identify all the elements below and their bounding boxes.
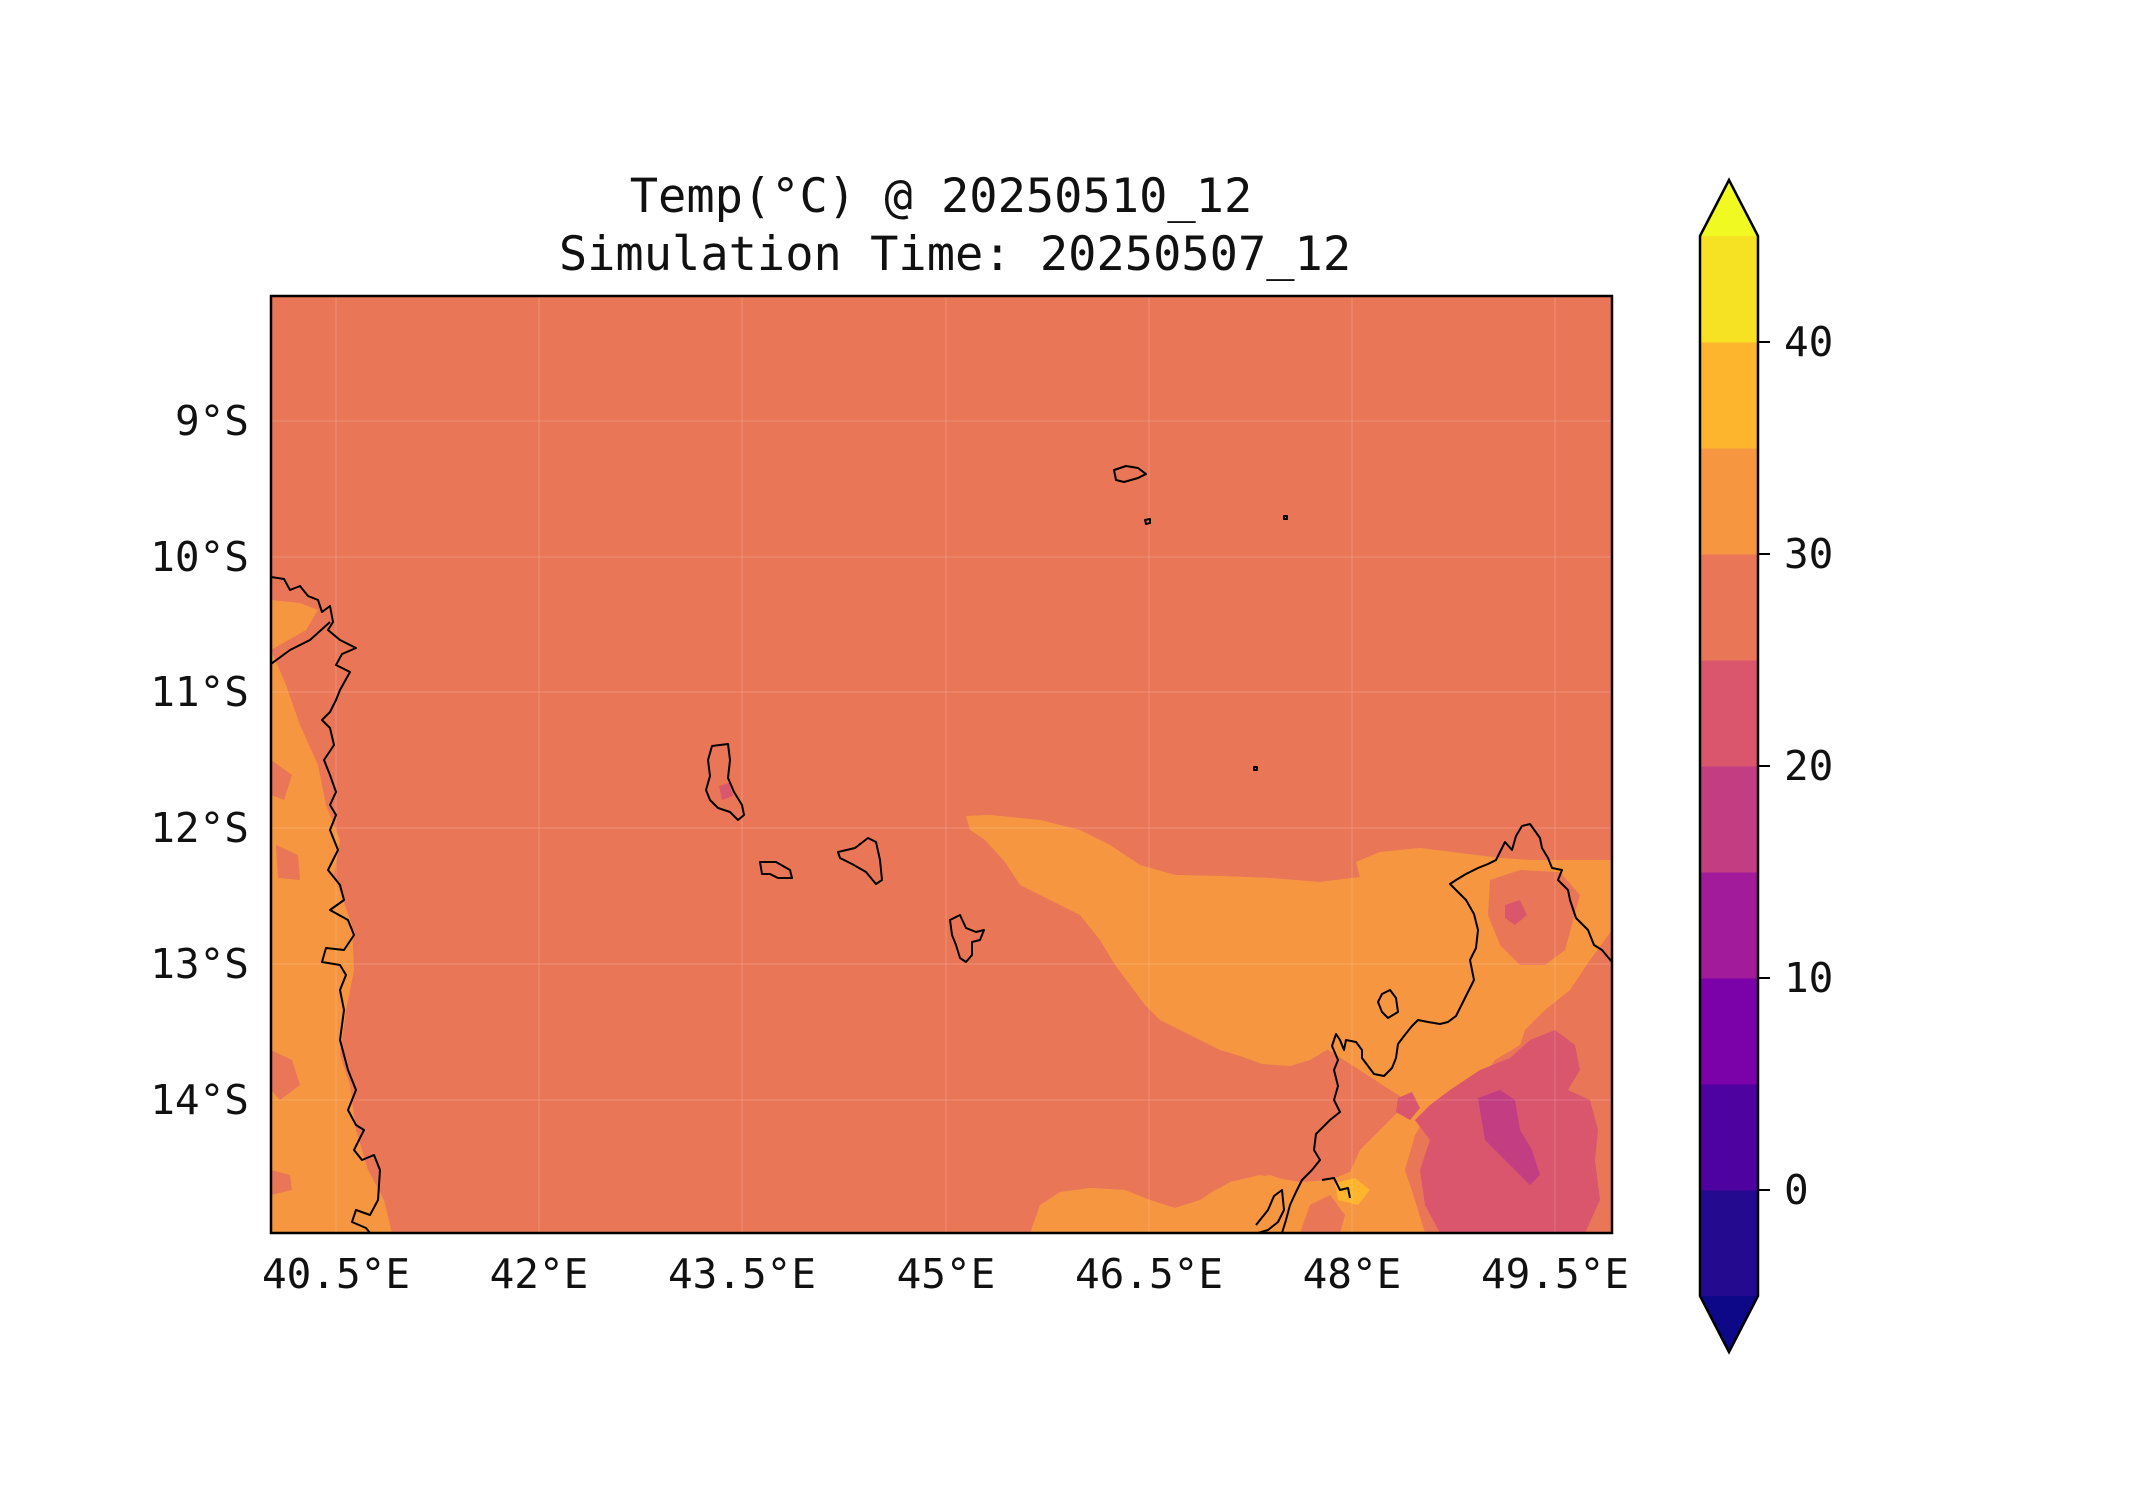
coastline-nosy-south [1255,1189,1285,1233]
colorbar-under-triangle [1700,1296,1758,1352]
coastline-grande-comore [705,743,745,821]
title-line-2: Simulation Time: 20250507_12 [559,227,1351,282]
coastlines [271,465,1612,1233]
coastline-bay-south [1321,1177,1351,1199]
contour-25-30-south-patch [1300,1195,1345,1233]
colorbar-tick-label: 0 [1784,1166,1809,1214]
coastline-african-mainland-north [271,621,331,665]
coastline-islet-east [1283,515,1288,520]
contour-25-30-west-patch-4 [271,1170,292,1195]
colorbar-segment [1700,448,1758,555]
x-tick-label: 48°E [1303,1250,1402,1298]
x-tick-label: 45°E [897,1250,996,1298]
colorbar: 0 10 20 30 40 [1698,177,1833,1355]
y-tick-label: 14°S [150,1076,249,1124]
map-frame [269,294,1614,1235]
temperature-contours [271,600,1612,1233]
colorbar-segment [1700,236,1758,343]
colorbar-tick-label: 30 [1784,530,1833,578]
y-tick-label: 11°S [150,668,249,716]
title-line-1: Temp(°C) @ 20250510_12 [630,169,1253,224]
contour-35-40-south-patch [1335,1178,1370,1205]
x-tick-label: 42°E [490,1250,589,1298]
colorbar-tick-label: 10 [1784,954,1833,1002]
colorbar-segment [1700,1190,1758,1297]
contour-15-20-southeast-core [1478,1090,1540,1185]
x-tick-label: 46.5°E [1075,1250,1223,1298]
colorbar-outline [1698,177,1760,1355]
y-axis: 9°S 10°S 11°S 12°S 13°S 14°S [150,397,249,1124]
x-tick-label: 49.5°E [1481,1250,1629,1298]
colorbar-over-triangle [1700,180,1758,236]
colorbar-segment [1700,872,1758,979]
x-tick-label: 40.5°E [262,1250,410,1298]
contour-20-25-south-dot [1396,1092,1420,1120]
y-tick-label: 9°S [175,397,249,445]
contour-25-30-west-patch-3 [271,1050,300,1100]
contour-30-35-west-north [271,600,318,650]
coastline-aldabra-islet [1144,518,1151,525]
coastline-african-mainland [271,576,381,1233]
coastline-glorioso [1113,465,1147,483]
coastline-mayotte [949,914,985,963]
colorbar-segment [1700,1084,1758,1191]
x-axis: 40.5°E 42°E 43.5°E 45°E 46.5°E 48°E 49.5… [262,1250,1629,1298]
colorbar-tick-label: 20 [1784,742,1833,790]
contour-20-25-comoros-dot [719,783,733,800]
colorbar-segment [1700,342,1758,449]
colorbar-segment [1700,978,1758,1085]
coastline-nosy-be [1377,989,1399,1019]
x-tick-label: 43.5°E [668,1250,816,1298]
coastline-anjouan [837,837,883,885]
contour-25-30-east-inland [1488,870,1580,965]
y-tick-label: 13°S [150,940,249,988]
gridlines [271,296,1612,1233]
coastline-madagascar [1281,823,1612,1233]
contour-25-30-west-patch-1 [271,760,292,800]
contour-20-25-east-patch [1505,900,1527,925]
colorbar-tick-label: 40 [1784,318,1833,366]
y-tick-label: 12°S [150,804,249,852]
contour-25-30-west-patch-2 [276,845,300,880]
y-tick-label: 10°S [150,533,249,581]
coastline-islet-south [1253,766,1258,771]
contour-30-35-west-coast [271,650,392,1233]
contour-30-35-central-main [966,815,1580,1075]
colorbar-segment [1700,554,1758,661]
colorbar-segment [1700,660,1758,767]
coastline-moheli [759,861,793,879]
colorbar-segment [1700,766,1758,873]
map-panel [269,294,1614,1235]
